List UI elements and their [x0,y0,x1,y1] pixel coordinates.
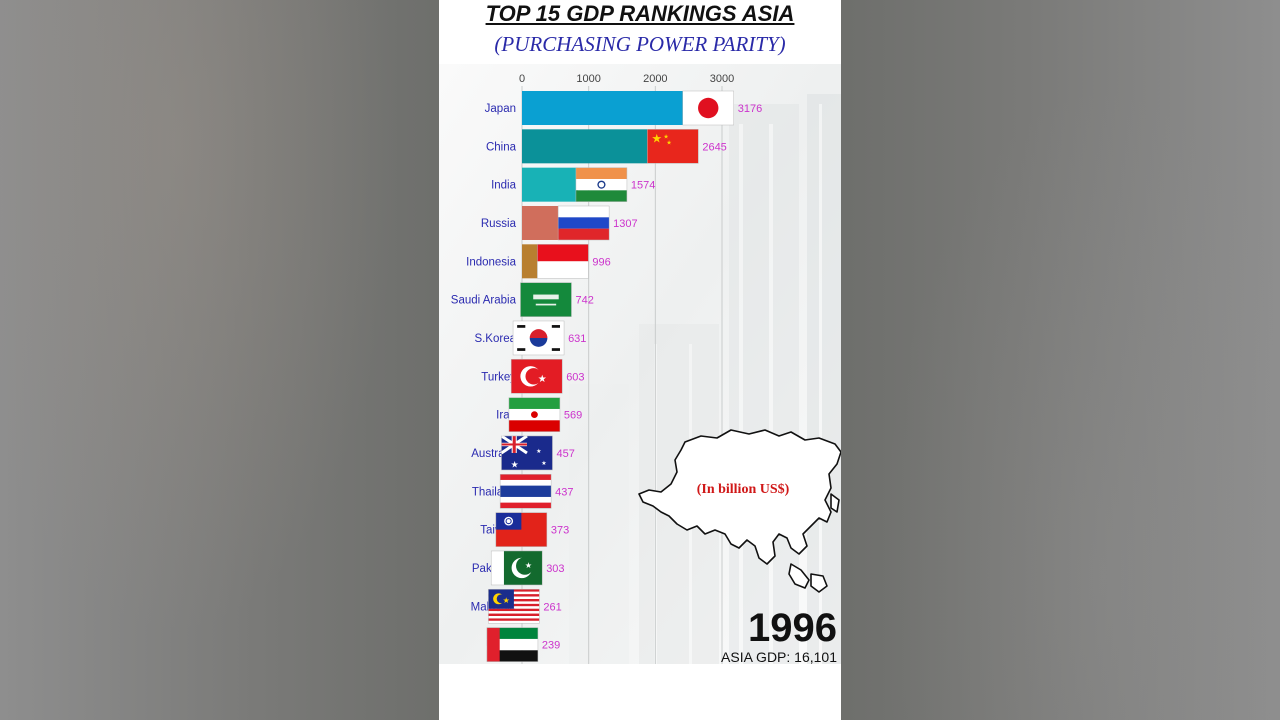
bar [522,91,685,125]
thailand-flag [499,474,552,509]
svg-text:★: ★ [538,374,547,385]
indonesia-flag [537,244,589,279]
chart-title: TOP 15 GDP RANKINGS ASIA [485,1,795,26]
pakistan-flag: ★ [490,550,543,586]
svg-text:★: ★ [536,448,541,455]
data-label: 2645 [702,141,726,153]
svg-text:★: ★ [663,133,668,140]
saudi-arabia-flag [520,282,572,317]
svg-text:★: ★ [651,131,662,145]
y-category-label: Indonesia [466,256,516,268]
australia-flag: ★★★ [500,434,553,470]
south-korea-flag [512,320,565,356]
bar [522,205,561,240]
data-label: 3176 [738,103,762,115]
y-category-label: Turkey [481,371,516,383]
x-tick-label: 3000 [710,73,734,85]
y-category-label: India [491,180,517,192]
data-label: 437 [555,486,573,498]
data-label: 239 [542,640,560,652]
iran-flag [508,397,561,432]
china-flag: ★ ★★ [647,129,699,164]
uae-flag [486,627,539,662]
y-category-label: Russia [481,218,517,230]
data-label: 603 [566,371,584,383]
svg-text:★: ★ [666,139,671,146]
bar [522,244,540,279]
x-tick-label: 0 [519,73,525,85]
asia-map-icon [638,429,841,593]
data-label: 742 [575,295,593,307]
malaysia-flag: ★ [488,589,540,624]
x-tick-label: 1000 [576,73,600,85]
data-label: 261 [543,601,561,613]
data-label: 1574 [631,180,655,192]
japan-flag [682,90,734,126]
data-label: 303 [546,563,564,575]
y-category-label: S.Korea [474,333,516,345]
bar [522,129,650,164]
asia-gdp-total: ASIA GDP: 16,101 [721,649,837,665]
data-label: 631 [568,333,586,345]
svg-text:★: ★ [541,460,546,467]
background-blur-left [0,0,439,720]
data-label: 569 [564,410,582,422]
unit-note: (In billion US$) [697,482,790,497]
svg-text:★: ★ [525,561,532,570]
background-blur-right [841,0,1280,720]
x-tick-label: 2000 [643,73,667,85]
svg-text:★: ★ [511,460,519,470]
data-label: 457 [556,448,574,460]
data-label: 1307 [613,218,637,230]
india-flag [575,167,628,202]
turkey-flag: ★ [510,359,563,394]
data-label: 996 [592,256,610,268]
russia-flag [557,205,610,241]
skyline-background [569,94,841,664]
svg-text:★: ★ [503,596,510,605]
taiwan-flag [495,512,548,547]
bar [522,167,578,202]
y-category-label: China [486,141,517,153]
chart-subtitle: (PURCHASING POWER PARITY) [494,32,786,56]
year-label: 1996 [748,606,837,650]
data-label: 373 [551,525,569,537]
y-category-label: Saudi Arabia [451,295,517,307]
y-category-label: Japan [485,103,516,115]
chart-panel: TOP 15 GDP RANKINGS ASIA (PURCHASING POW… [439,0,841,720]
